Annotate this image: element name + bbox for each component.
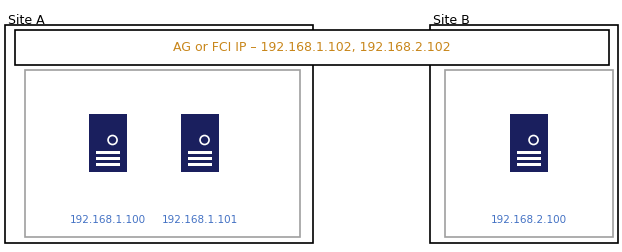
Bar (430, 25, 618, 243)
Text: Site A: Site A (8, 14, 45, 27)
Bar (25, 70, 300, 237)
Text: 192.168.1.101: 192.168.1.101 (162, 215, 238, 225)
Bar (15, 30, 609, 65)
Bar (188, 156, 212, 160)
Bar (510, 114, 548, 172)
Bar (188, 163, 212, 166)
Text: Site B: Site B (433, 14, 470, 27)
Bar (96, 150, 120, 154)
Bar (181, 114, 219, 172)
Text: AG or FCI IP – 192.168.1.102, 192.168.2.102: AG or FCI IP – 192.168.1.102, 192.168.2.… (173, 41, 451, 54)
Bar (96, 156, 120, 160)
Text: 192.168.1.100: 192.168.1.100 (70, 215, 146, 225)
Bar (188, 150, 212, 154)
Bar (5, 25, 313, 243)
Bar (517, 163, 541, 166)
Bar (89, 114, 127, 172)
Text: 192.168.2.100: 192.168.2.100 (491, 215, 567, 225)
Bar (445, 70, 613, 237)
Bar (96, 163, 120, 166)
Bar (517, 156, 541, 160)
Bar (517, 150, 541, 154)
